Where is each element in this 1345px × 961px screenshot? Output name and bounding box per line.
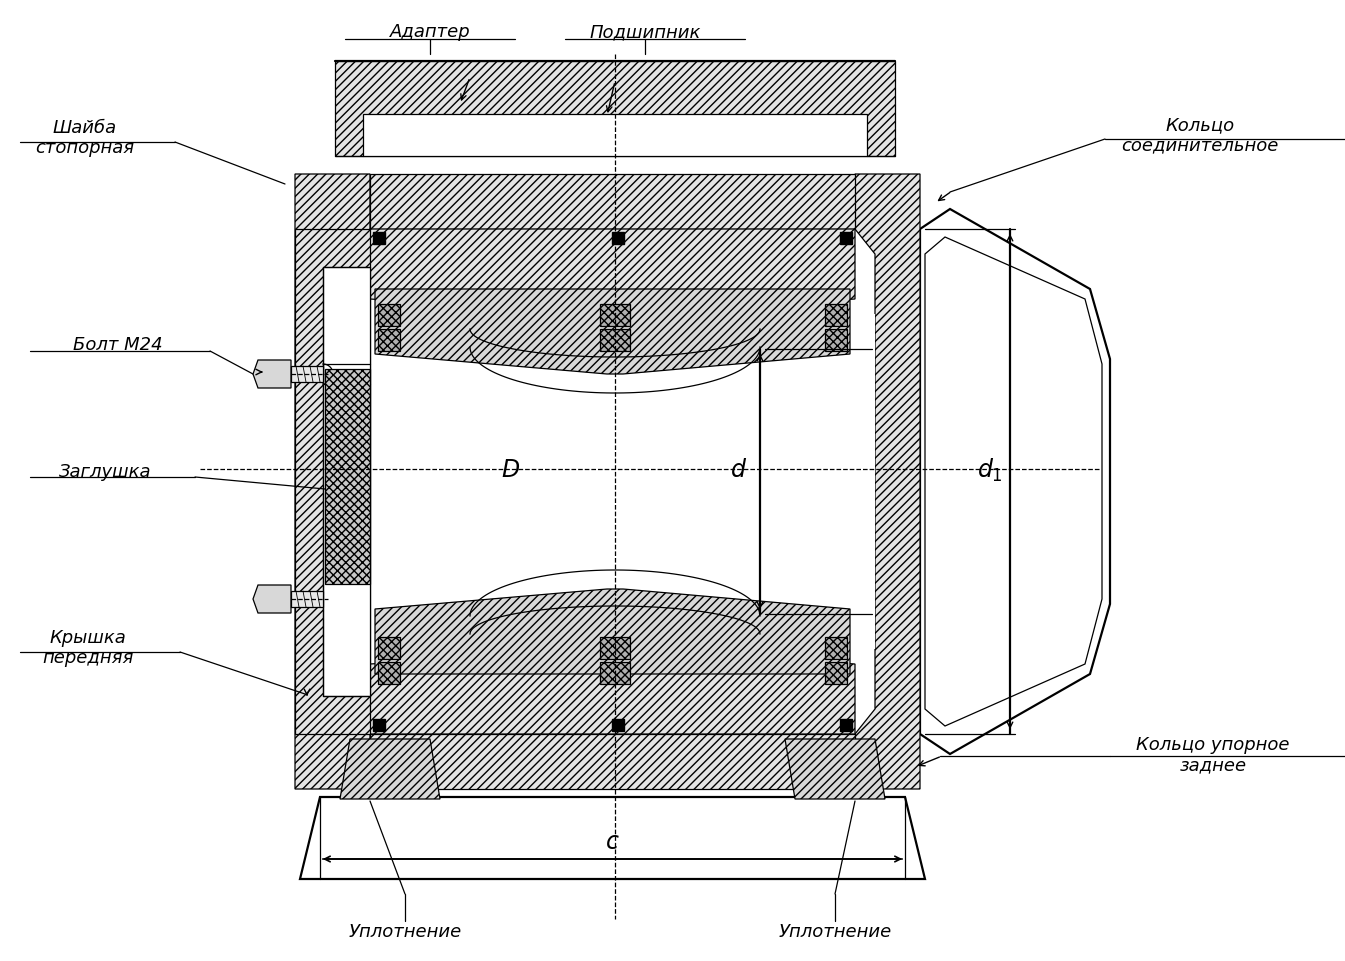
Text: Кольцо упорное: Кольцо упорное xyxy=(1137,735,1290,753)
Bar xyxy=(612,719,624,731)
Text: Шайба: Шайба xyxy=(52,119,117,136)
Bar xyxy=(375,659,850,675)
Text: Уплотнение: Уплотнение xyxy=(779,922,892,940)
Polygon shape xyxy=(378,305,399,327)
Bar xyxy=(291,591,323,607)
Text: c: c xyxy=(605,829,619,853)
Text: заднее: заднее xyxy=(1180,755,1247,774)
Polygon shape xyxy=(925,237,1102,727)
Polygon shape xyxy=(375,589,850,675)
Text: Уплотнение: Уплотнение xyxy=(348,922,461,940)
Bar xyxy=(841,233,851,245)
Polygon shape xyxy=(253,585,291,613)
Polygon shape xyxy=(375,289,850,375)
Text: Кольцо: Кольцо xyxy=(1165,116,1235,134)
Polygon shape xyxy=(370,175,855,230)
Polygon shape xyxy=(600,637,629,659)
Text: стопорная: стопорная xyxy=(35,138,134,157)
Polygon shape xyxy=(378,330,399,352)
Polygon shape xyxy=(295,230,370,734)
Bar xyxy=(295,175,920,789)
Polygon shape xyxy=(824,662,847,684)
Polygon shape xyxy=(785,739,885,800)
Polygon shape xyxy=(335,62,894,157)
Polygon shape xyxy=(600,305,629,327)
Polygon shape xyxy=(855,175,920,789)
Bar xyxy=(373,233,385,245)
Text: передняя: передняя xyxy=(42,649,133,666)
Polygon shape xyxy=(824,305,847,327)
Polygon shape xyxy=(378,637,399,659)
Text: D: D xyxy=(500,457,519,481)
Polygon shape xyxy=(300,798,925,879)
Bar xyxy=(375,289,850,305)
Polygon shape xyxy=(370,734,855,789)
Bar xyxy=(350,314,876,650)
Bar xyxy=(323,268,370,697)
Polygon shape xyxy=(920,209,1110,754)
Polygon shape xyxy=(378,662,399,684)
Polygon shape xyxy=(824,330,847,352)
Text: соединительное: соединительное xyxy=(1122,136,1279,154)
Polygon shape xyxy=(370,650,855,734)
Text: Заглушка: Заглушка xyxy=(59,462,151,480)
Polygon shape xyxy=(325,370,370,584)
Polygon shape xyxy=(295,175,370,789)
Bar xyxy=(612,233,624,245)
Polygon shape xyxy=(253,360,291,388)
Text: Крышка: Крышка xyxy=(50,628,126,647)
Text: Болт М24: Болт М24 xyxy=(73,335,163,354)
Bar xyxy=(373,719,385,731)
Text: $d_1$: $d_1$ xyxy=(976,456,1003,483)
Polygon shape xyxy=(600,662,629,684)
Polygon shape xyxy=(600,330,629,352)
Text: Подшипник: Подшипник xyxy=(589,23,701,41)
Polygon shape xyxy=(370,230,855,314)
Bar xyxy=(291,366,323,382)
Text: d: d xyxy=(730,457,745,481)
Bar xyxy=(841,719,851,731)
Polygon shape xyxy=(824,637,847,659)
Text: Адаптер: Адаптер xyxy=(390,23,471,41)
Polygon shape xyxy=(340,739,440,800)
Bar xyxy=(363,115,868,157)
